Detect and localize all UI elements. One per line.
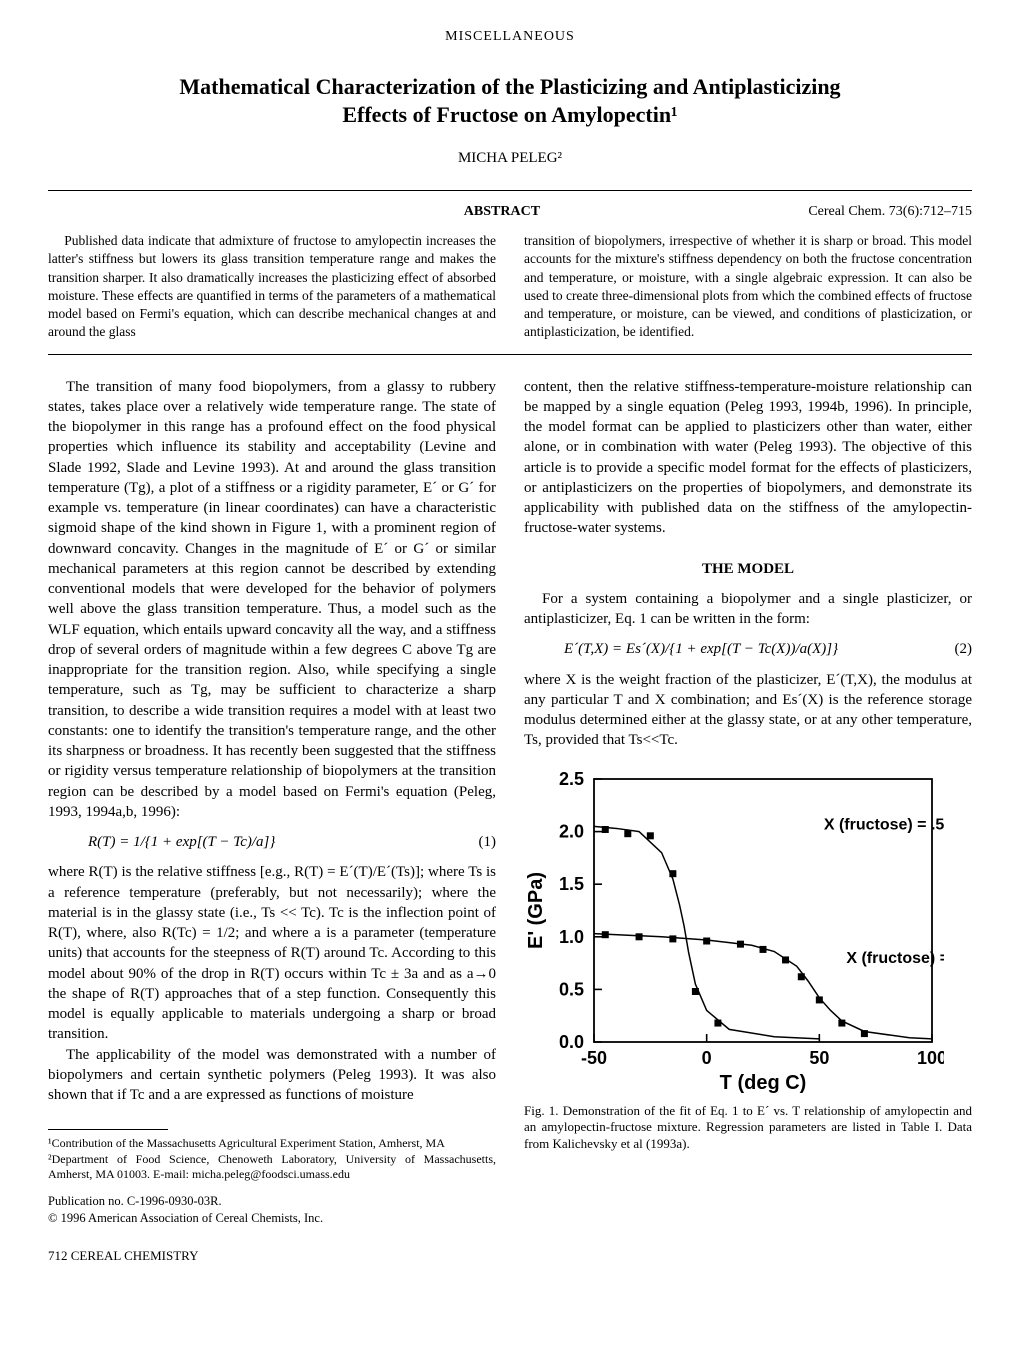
svg-text:50: 50 — [809, 1048, 829, 1068]
title-line-1: Mathematical Characterization of the Pla… — [179, 74, 840, 99]
svg-text:1.0: 1.0 — [559, 926, 584, 946]
title-line-2: Effects of Fructose on Amylopectin¹ — [342, 102, 677, 127]
equation-1: R(T) = 1/{1 + exp[(T − Tc)/a]} (1) — [88, 832, 496, 852]
footnotes: ¹Contribution of the Massachusetts Agric… — [48, 1129, 496, 1183]
svg-text:0.5: 0.5 — [559, 979, 584, 999]
body-right-p3: where X is the weight fraction of the pl… — [524, 670, 972, 751]
eq2-num: (2) — [955, 639, 973, 659]
body-right-p2: For a system containing a biopolymer and… — [524, 589, 972, 630]
rule-top — [48, 190, 972, 191]
svg-text:1.5: 1.5 — [559, 874, 584, 894]
abstract-label: ABSTRACT — [464, 203, 540, 222]
body-left-p2: where R(T) is the relative stiffness [e.… — [48, 862, 496, 1044]
body-left-p1: The transition of many food biopolymers,… — [48, 377, 496, 823]
svg-text:0: 0 — [702, 1048, 712, 1068]
eq2-expr: E´(T,X) = Es´(X)/{1 + exp[(T − Tc(X))/a(… — [564, 639, 838, 659]
figure-1: -50 0 50 100 0.0 0.5 1.0 1.5 2.0 2.5 T (deg C) E' (… — [524, 767, 972, 1154]
footnote-2: ²Department of Food Science, Chenoweth L… — [48, 1152, 496, 1183]
paper-title: Mathematical Characterization of the Pla… — [48, 73, 972, 130]
equation-2: E´(T,X) = Es´(X)/{1 + exp[(T − Tc(X))/a(… — [564, 639, 972, 659]
right-column: content, then the relative stiffness-tem… — [524, 377, 972, 1265]
svg-text:100: 100 — [917, 1048, 944, 1068]
publication-info: Publication no. C-1996-0930-03R. © 1996 … — [48, 1193, 496, 1227]
svg-text:-50: -50 — [581, 1048, 607, 1068]
rule-bottom — [48, 354, 972, 355]
body-columns: The transition of many food biopolymers,… — [48, 377, 972, 1265]
author: MICHA PELEG² — [48, 148, 972, 168]
body-left-p3: The applicability of the model was demon… — [48, 1045, 496, 1106]
figure-1-caption: Fig. 1. Demonstration of the fit of Eq. … — [524, 1103, 972, 1154]
svg-text:X (fructose) = .5: X (fructose) = .5 — [824, 816, 944, 833]
abstract-col1: Published data indicate that admixture o… — [48, 232, 496, 341]
section-label: MISCELLANEOUS — [48, 28, 972, 47]
svg-text:2.5: 2.5 — [559, 769, 584, 789]
citation: Cereal Chem. 73(6):712–715 — [808, 203, 972, 222]
footnote-1: ¹Contribution of the Massachusetts Agric… — [48, 1136, 496, 1152]
pub-line-1: Publication no. C-1996-0930-03R. — [48, 1193, 496, 1210]
model-heading: THE MODEL — [524, 559, 972, 579]
left-column: The transition of many food biopolymers,… — [48, 377, 496, 1265]
svg-text:T (deg C): T (deg C) — [720, 1072, 807, 1094]
abstract-block: ABSTRACT Cereal Chem. 73(6):712–715 Publ… — [48, 203, 972, 341]
body-right-p1: content, then the relative stiffness-tem… — [524, 377, 972, 539]
page-footer: 712 CEREAL CHEMISTRY — [48, 1247, 496, 1265]
figure-1-chart: -50 0 50 100 0.0 0.5 1.0 1.5 2.0 2.5 T (deg C) E' (… — [524, 767, 944, 1097]
abstract-col2: transition of biopolymers, irrespective … — [524, 232, 972, 341]
eq1-expr: R(T) = 1/{1 + exp[(T − Tc)/a]} — [88, 832, 275, 852]
svg-text:2.0: 2.0 — [559, 821, 584, 841]
pub-line-2: © 1996 American Association of Cereal Ch… — [48, 1210, 496, 1227]
svg-text:0.0: 0.0 — [559, 1032, 584, 1052]
svg-text:E' (GPa): E' (GPa) — [525, 872, 547, 949]
svg-text:X (fructose) = .2: X (fructose) = .2 — [846, 950, 944, 967]
eq1-num: (1) — [479, 832, 497, 852]
